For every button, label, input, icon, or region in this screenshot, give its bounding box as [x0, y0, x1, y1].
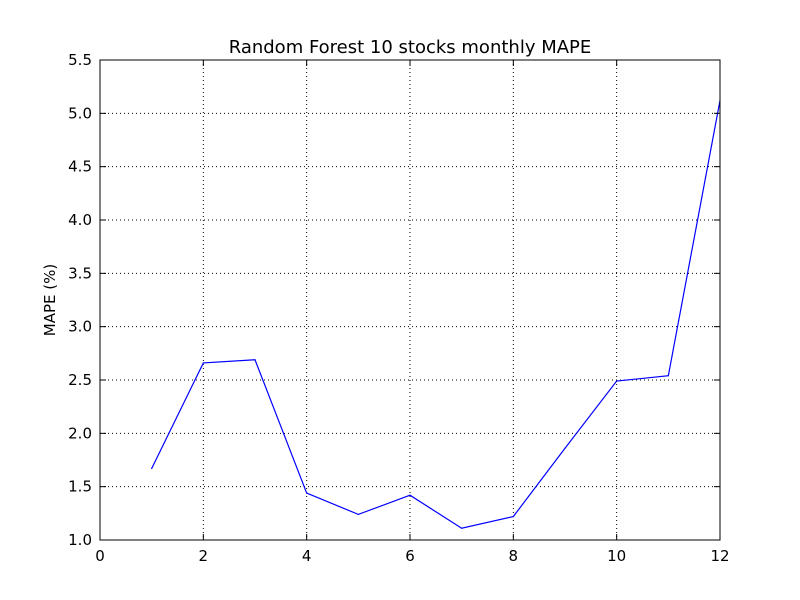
chart-title: Random Forest 10 stocks monthly MAPE	[229, 37, 592, 58]
data-point	[357, 513, 359, 516]
y-tick-label: 3.5	[68, 264, 92, 282]
data-point	[512, 515, 514, 518]
x-tick-label: 10	[607, 547, 626, 565]
data-point	[564, 447, 566, 449]
x-axis: 0 2 4 6 8 10 12	[95, 60, 730, 565]
series	[151, 99, 721, 529]
y-tick-label: 1.0	[68, 531, 92, 549]
y-tick-label: 5.0	[68, 104, 92, 122]
x-tick-label: 2	[199, 547, 209, 565]
y-tick-label: 2.0	[68, 424, 92, 442]
data-point	[306, 492, 308, 494]
x-tick-label: 4	[302, 547, 312, 565]
y-tick-label: 2.5	[68, 371, 92, 389]
y-axis-label: MAPE (%)	[41, 264, 59, 336]
y-tick-label: 3.0	[68, 318, 92, 336]
y-tick-label: 1.5	[68, 478, 92, 496]
data-point	[151, 467, 153, 470]
data-point	[616, 380, 618, 382]
x-tick-label: 0	[95, 547, 105, 565]
data-point	[254, 359, 256, 361]
series-line	[151, 100, 721, 529]
data-point	[202, 362, 204, 364]
data-point	[409, 494, 411, 496]
x-tick-label: 6	[405, 547, 415, 565]
y-axis: 1.0 1.5 2.0 2.5 3.0 3.5 4.0 4.5 5.0 5.5	[68, 51, 720, 549]
y-tick-label: 4.5	[68, 158, 92, 176]
data-point	[461, 527, 463, 529]
y-tick-label: 4.0	[68, 211, 92, 229]
x-tick-label: 8	[509, 547, 519, 565]
x-tick-label: 12	[710, 547, 729, 565]
data-point	[667, 375, 669, 377]
y-tick-label: 5.5	[68, 51, 92, 69]
